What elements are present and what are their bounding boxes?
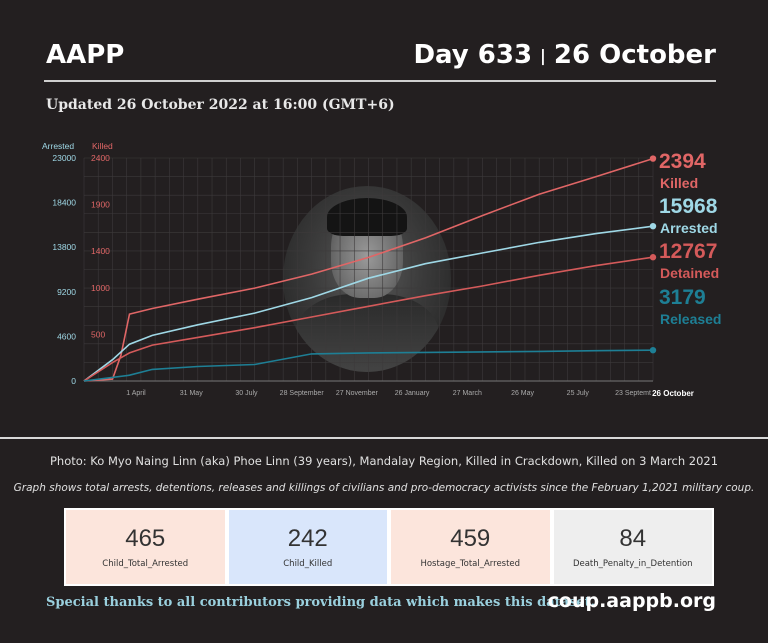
series-endpoint-detained (649, 254, 657, 261)
x-tick-label: 31 May (180, 390, 203, 397)
stat-label: Hostage_Total_Arrested (420, 559, 521, 569)
series-name-killed: Killed (660, 175, 698, 191)
series-line-released (83, 349, 654, 382)
y-tick-killed: 1000 (91, 283, 110, 293)
y-tick-killed: 1900 (91, 199, 110, 209)
x-tick-label: 27 November (336, 390, 379, 397)
stat-card-child-arrested: 465 Child_Total_Arrested (66, 510, 225, 584)
series-final-value-killed: 2394 (659, 150, 706, 173)
stat-value: 242 (287, 525, 328, 552)
y-tick-killed: 2400 (91, 153, 110, 163)
header-divider (44, 80, 716, 82)
x-tick-label: 23 Septemt (615, 390, 651, 397)
x-tick-label: 27 March (453, 390, 482, 397)
x-tick-label: 1 April (126, 390, 146, 397)
y-tick-arrested: 23000 (52, 153, 76, 163)
day-date-heading: Day 633 | 26 October (413, 40, 716, 70)
stat-card-child-killed: 242 Child_Killed (228, 510, 387, 584)
thanks-note: Special thanks to all contributors provi… (46, 595, 596, 610)
stat-value: 459 (450, 525, 491, 552)
x-tick-label: 25 July (567, 390, 590, 397)
series-endpoint-killed (649, 155, 657, 162)
x-tick-label: 28 September (280, 390, 325, 397)
series-line-killed (83, 157, 654, 382)
graph-caption: Graph shows total arrests, detentions, r… (13, 482, 755, 494)
series-name-detained: Detained (660, 265, 719, 281)
cumulative-chart: Arrested Killed 23000 18400 13800 9200 4600 0 24… (42, 141, 721, 398)
current-date: 26 October (553, 40, 716, 70)
x-tick-label: 30 July (235, 390, 258, 397)
series-name-released: Released (660, 311, 721, 327)
x-tick-label: 26 May (511, 390, 534, 397)
site-url: coup.aappb.org (547, 590, 716, 612)
stat-label: Child_Killed (283, 559, 333, 569)
stats-cards: 465 Child_Total_Arrested 242 Child_Kille… (64, 508, 714, 586)
section-divider (0, 437, 768, 439)
stat-card-death-penalty: 84 Death_Penalty_in_Detention (553, 510, 712, 584)
y-tick-arrested: 4600 (57, 331, 76, 341)
x-tick-end-label: 26 October (652, 389, 694, 398)
x-tick-label: 26 January (395, 390, 430, 397)
y-tick-arrested: 13800 (52, 242, 76, 252)
series-endpoint-released (649, 346, 657, 354)
y-tick-killed: 500 (91, 330, 105, 340)
heading-separator: | (540, 46, 546, 65)
axis-label-killed: Killed (92, 141, 113, 151)
updated-timestamp: Updated 26 October 2022 at 16:00 (GMT+6) (46, 97, 395, 113)
series-line-arrested (83, 225, 654, 382)
stat-value: 465 (125, 525, 166, 552)
brand-title: AAPP (46, 40, 125, 70)
series-endpoint-arrested (649, 222, 657, 230)
series-line-detained (83, 256, 654, 382)
day-counter: Day 633 (413, 40, 533, 70)
y-tick-arrested: 0 (71, 376, 76, 386)
series-name-arrested: Arrested (660, 220, 718, 236)
stat-card-hostage-arrested: 459 Hostage_Total_Arrested (391, 510, 550, 584)
y-tick-killed: 1400 (91, 246, 110, 256)
photo-caption: Photo: Ko Myo Naing Linn (aka) Phoe Linn… (49, 454, 719, 468)
y-tick-arrested: 18400 (52, 198, 76, 208)
stat-label: Child_Total_Arrested (102, 559, 189, 569)
series-final-value-released: 3179 (659, 286, 706, 309)
stat-value: 84 (619, 525, 647, 552)
axis-label-arrested: Arrested (42, 141, 74, 151)
series-final-value-arrested: 15968 (659, 195, 718, 218)
series-final-value-detained: 12767 (659, 240, 717, 263)
stat-label: Death_Penalty_in_Detention (572, 559, 693, 569)
y-tick-arrested: 9200 (57, 287, 76, 297)
